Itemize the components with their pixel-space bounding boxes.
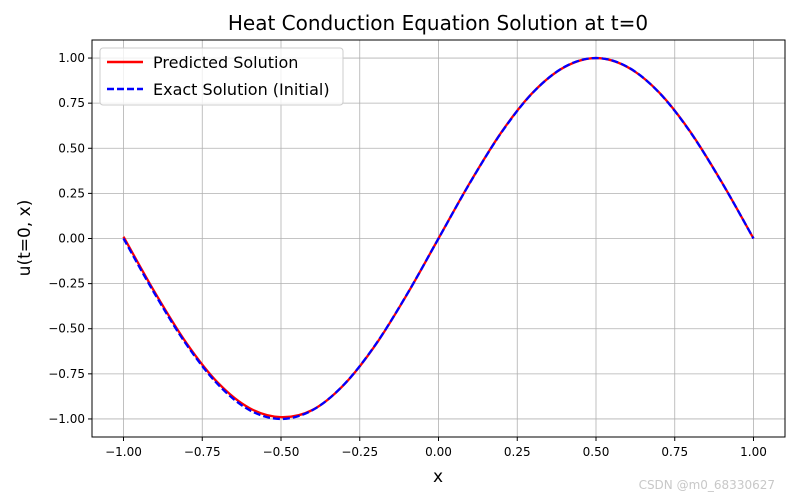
x-tick-label: 0.00 bbox=[425, 445, 452, 459]
x-tick-label: 0.25 bbox=[504, 445, 531, 459]
y-tick-label: 1.00 bbox=[58, 51, 85, 65]
series-line-exact bbox=[122, 56, 755, 421]
x-axis-label: x bbox=[433, 467, 443, 487]
y-axis-label: u(t=0, x) bbox=[15, 200, 35, 277]
x-tick-label: 1.00 bbox=[740, 445, 767, 459]
y-tick-label: 0.75 bbox=[58, 96, 85, 110]
legend: Predicted Solution Exact Solution (Initi… bbox=[99, 47, 344, 106]
legend-label-predicted: Predicted Solution bbox=[153, 53, 298, 72]
legend-label-exact: Exact Solution (Initial) bbox=[153, 80, 330, 99]
y-tick-label: −0.50 bbox=[48, 322, 85, 336]
chart-title: Heat Conduction Equation Solution at t=0 bbox=[228, 11, 648, 35]
series-layer bbox=[122, 56, 755, 421]
legend-box bbox=[99, 47, 344, 106]
y-tick-label: −0.25 bbox=[48, 277, 85, 291]
y-tick-label: 0.25 bbox=[58, 186, 85, 200]
y-tick-label: −1.00 bbox=[48, 412, 85, 426]
x-tick-label: −1.00 bbox=[105, 445, 142, 459]
y-tick-label: 0.50 bbox=[58, 141, 85, 155]
x-tick-label: −0.50 bbox=[263, 445, 300, 459]
watermark: CSDN @m0_68330627 bbox=[639, 478, 775, 492]
y-tick-label: 0.00 bbox=[58, 232, 85, 246]
ticks: −1.00 −0.75 −0.50 −0.25 0.00 0.25 0.50 0.75 1.00… bbox=[48, 51, 767, 459]
x-tick-label: −0.75 bbox=[184, 445, 221, 459]
x-tick-label: −0.25 bbox=[341, 445, 378, 459]
y-tick-label: −0.75 bbox=[48, 367, 85, 381]
x-tick-label: 0.75 bbox=[661, 445, 688, 459]
x-tick-label: 0.50 bbox=[583, 445, 610, 459]
